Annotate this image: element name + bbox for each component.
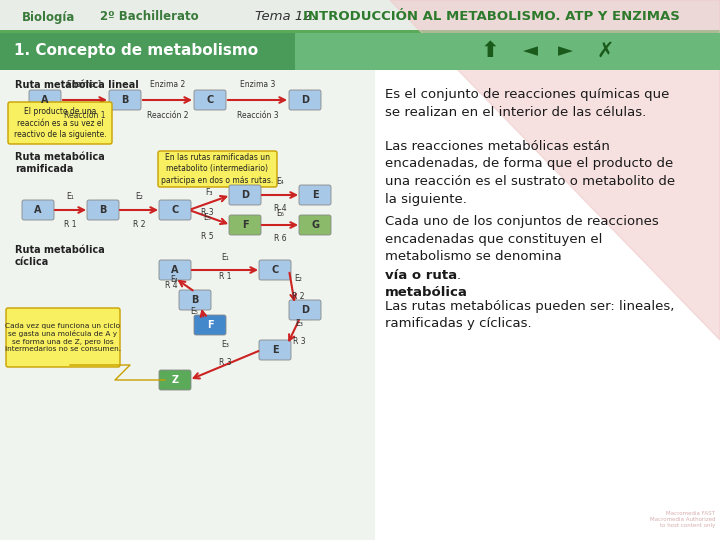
FancyBboxPatch shape xyxy=(289,90,321,110)
Text: Enzima 3: Enzima 3 xyxy=(240,80,275,89)
Text: E₂: E₂ xyxy=(135,192,143,201)
Text: ⬆: ⬆ xyxy=(481,41,499,61)
FancyBboxPatch shape xyxy=(295,33,720,70)
Text: R 6: R 6 xyxy=(274,234,287,243)
Text: E₅: E₅ xyxy=(190,307,198,316)
Text: E₃: E₃ xyxy=(221,340,229,349)
FancyBboxPatch shape xyxy=(299,215,331,235)
FancyBboxPatch shape xyxy=(6,308,120,367)
FancyBboxPatch shape xyxy=(159,370,191,390)
Text: B: B xyxy=(121,95,129,105)
Text: F: F xyxy=(242,220,248,230)
Text: Reacción 1: Reacción 1 xyxy=(64,111,106,120)
Text: Cada uno de los conjuntos de reacciones
encadenadas que constituyen el
metabolis: Cada uno de los conjuntos de reacciones … xyxy=(385,215,659,263)
FancyBboxPatch shape xyxy=(289,300,321,320)
Text: R 1: R 1 xyxy=(64,220,76,229)
Text: E₆: E₆ xyxy=(276,209,284,218)
Text: E: E xyxy=(271,345,279,355)
Text: R 4: R 4 xyxy=(274,204,287,213)
Text: Biología: Biología xyxy=(22,10,76,24)
Text: R 2: R 2 xyxy=(292,292,305,301)
FancyBboxPatch shape xyxy=(229,215,261,235)
Text: G: G xyxy=(311,220,319,230)
FancyBboxPatch shape xyxy=(0,30,720,33)
FancyBboxPatch shape xyxy=(194,90,226,110)
Text: Cada vez que funciona un ciclo
se gasta una molécula de A y
se forma una de Z, p: Cada vez que funciona un ciclo se gasta … xyxy=(5,322,121,353)
Text: INTRODUCCIÓN AL METABOLISMO. ATP Y ENZIMAS: INTRODUCCIÓN AL METABOLISMO. ATP Y ENZIM… xyxy=(303,10,680,24)
Text: Ruta metabólica
cíclica: Ruta metabólica cíclica xyxy=(15,245,104,267)
Text: Las rutas metabólicas pueden ser: lineales,
ramificadas y cíclicas.: Las rutas metabólicas pueden ser: lineal… xyxy=(385,300,675,330)
FancyBboxPatch shape xyxy=(179,290,211,310)
FancyBboxPatch shape xyxy=(158,151,277,187)
FancyBboxPatch shape xyxy=(194,315,226,335)
Text: E₄: E₄ xyxy=(170,274,178,284)
Text: 2º Bachillerato: 2º Bachillerato xyxy=(100,10,199,24)
FancyBboxPatch shape xyxy=(8,102,112,144)
Text: E: E xyxy=(312,190,318,200)
Text: ◄: ◄ xyxy=(523,42,538,60)
Text: ►: ► xyxy=(557,42,572,60)
FancyBboxPatch shape xyxy=(0,0,720,30)
FancyBboxPatch shape xyxy=(87,200,119,220)
Text: ✗: ✗ xyxy=(596,41,613,61)
Text: A: A xyxy=(35,205,42,215)
Text: R 2: R 2 xyxy=(132,220,145,229)
FancyBboxPatch shape xyxy=(22,200,54,220)
Text: E₂: E₂ xyxy=(294,274,302,283)
Text: Enzima 1: Enzima 1 xyxy=(68,80,103,89)
Text: R 3: R 3 xyxy=(201,208,213,217)
Polygon shape xyxy=(390,0,720,340)
Text: Es el conjunto de reacciones químicas que
se realizan en el interior de las célu: Es el conjunto de reacciones químicas qu… xyxy=(385,88,670,118)
FancyBboxPatch shape xyxy=(299,185,331,205)
Text: Z: Z xyxy=(171,375,179,385)
Text: B: B xyxy=(192,295,199,305)
Text: E₅: E₅ xyxy=(203,213,211,222)
Text: En las rutas ramificadas un
metabolito (intermediario)
participa en dos o más ru: En las rutas ramificadas un metabolito (… xyxy=(161,153,274,185)
Text: A: A xyxy=(171,265,179,275)
Text: D: D xyxy=(301,305,309,315)
Text: 1. Concepto de metabolismo: 1. Concepto de metabolismo xyxy=(14,44,258,58)
Text: El producto de una
reacción es a su vez el
reactivo de la siguiente.: El producto de una reacción es a su vez … xyxy=(14,107,107,139)
FancyBboxPatch shape xyxy=(109,90,141,110)
FancyBboxPatch shape xyxy=(0,33,375,540)
Text: Ruta metabólica
ramificada: Ruta metabólica ramificada xyxy=(15,152,104,173)
FancyBboxPatch shape xyxy=(229,185,261,205)
FancyBboxPatch shape xyxy=(0,33,295,70)
Text: C: C xyxy=(207,95,214,105)
Text: E₁: E₁ xyxy=(221,253,229,262)
Text: D: D xyxy=(241,190,249,200)
Text: Enzima 2: Enzima 2 xyxy=(150,80,185,89)
Text: C: C xyxy=(271,265,279,275)
Text: Las reacciones metabólicas están
encadenadas, de forma que el producto de
una re: Las reacciones metabólicas están encaden… xyxy=(385,140,675,206)
Text: R 4: R 4 xyxy=(166,281,178,291)
Text: A: A xyxy=(41,95,49,105)
Text: D: D xyxy=(301,95,309,105)
FancyBboxPatch shape xyxy=(29,90,61,110)
Text: R 1: R 1 xyxy=(219,272,231,281)
Text: F: F xyxy=(207,320,213,330)
Text: C: C xyxy=(171,205,179,215)
Text: .: . xyxy=(457,269,461,282)
Text: E₁: E₁ xyxy=(66,192,74,201)
Text: E₄: E₄ xyxy=(276,177,284,186)
Text: R 3: R 3 xyxy=(293,337,305,346)
FancyBboxPatch shape xyxy=(259,260,291,280)
Text: Reacción 3: Reacción 3 xyxy=(237,111,279,120)
Text: F₃: F₃ xyxy=(205,188,212,197)
Text: R 3: R 3 xyxy=(219,358,231,367)
Text: Tema 12.: Tema 12. xyxy=(255,10,320,24)
Text: vía o ruta
metabólica: vía o ruta metabólica xyxy=(385,269,468,300)
Text: R 5: R 5 xyxy=(201,232,213,241)
Text: Ruta metabólica lineal: Ruta metabólica lineal xyxy=(15,80,139,90)
Text: Reacción 2: Reacción 2 xyxy=(147,111,188,120)
Text: E₃: E₃ xyxy=(295,319,303,328)
FancyBboxPatch shape xyxy=(159,260,191,280)
Text: B: B xyxy=(99,205,107,215)
Text: Macromedia FAST
Macromedia Authorized
to host content only: Macromedia FAST Macromedia Authorized to… xyxy=(649,511,715,528)
FancyBboxPatch shape xyxy=(159,200,191,220)
FancyBboxPatch shape xyxy=(259,340,291,360)
